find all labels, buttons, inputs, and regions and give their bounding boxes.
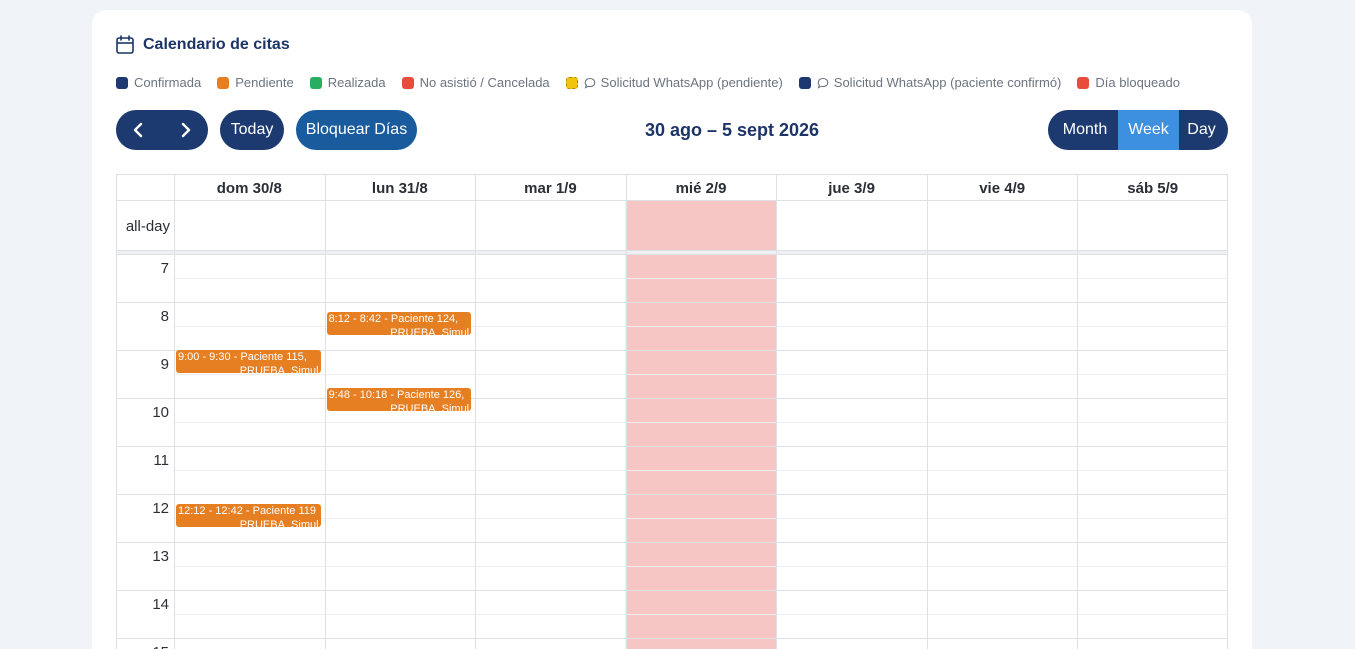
- view-day-button[interactable]: Day: [1179, 110, 1228, 150]
- calendar-icon: [116, 35, 134, 54]
- hour-label: 14: [152, 596, 169, 613]
- hour-label: 7: [161, 260, 169, 277]
- event-title: 9:48 - 10:18 - Paciente 126,: [328, 389, 465, 402]
- legend-swatch: [217, 76, 230, 89]
- event-subtitle: PRUEBA_Simul: [390, 403, 470, 412]
- calendar-event[interactable]: 12:12 - 12:42 - Paciente 119 PRUEBA_Simul: [176, 503, 321, 527]
- hour-label: 12: [152, 500, 169, 517]
- chat-icon: [817, 77, 829, 89]
- hour-label: 15: [152, 644, 169, 649]
- day-header[interactable]: sáb 5/9: [1127, 180, 1178, 197]
- legend-swatch: [798, 76, 811, 89]
- legend-swatch: [309, 76, 322, 89]
- week-grid: 7 8 9 10 11 12 13 14 15 dom 30/8 lun 31/8 mar 1/9 mi…: [116, 174, 1228, 649]
- event-title: 12:12 - 12:42 - Paciente 119: [178, 504, 317, 517]
- legend: Confirmada Pendiente Realizada No asistió /…: [116, 75, 1196, 90]
- hour-label: 10: [152, 404, 169, 421]
- legend-swatch: [565, 76, 578, 89]
- legend-label: Solicitud WhatsApp (pendiente): [600, 75, 783, 90]
- calendar-event[interactable]: 9:48 - 10:18 - Paciente 126, PRUEBA_Simul: [326, 388, 472, 412]
- calendar-header: Calendario de citas: [116, 35, 290, 55]
- next-button[interactable]: [162, 110, 208, 150]
- view-month-button[interactable]: Month: [1048, 110, 1118, 150]
- legend-item: Día bloqueado: [1077, 75, 1180, 90]
- view-switcher: Month Week Day: [1048, 110, 1228, 150]
- day-header[interactable]: vie 4/9: [979, 180, 1025, 197]
- date-range-title: 30 ago – 5 sept 2026: [644, 120, 820, 140]
- legend-swatch: [116, 76, 128, 89]
- legend-item: Solicitud WhatsApp (paciente confirmó): [798, 75, 1062, 90]
- nav-button-group: [116, 110, 208, 150]
- legend-swatch: [1077, 76, 1090, 89]
- blocked-day-bg: [625, 200, 777, 649]
- hour-label: 13: [152, 548, 169, 565]
- event-title: 9:00 - 9:30 - Paciente 115,: [178, 351, 307, 363]
- event-subtitle: PRUEBA_Simul: [239, 365, 319, 373]
- allday-label: all-day: [126, 218, 171, 235]
- day-header[interactable]: mié 2/9: [676, 180, 727, 197]
- page-title: Calendario de citas: [143, 36, 290, 53]
- chevron-left-icon: [133, 122, 143, 138]
- hour-label: 11: [153, 452, 169, 469]
- legend-label: Confirmada: [134, 75, 202, 90]
- legend-item: No asistió / Cancelada: [401, 75, 550, 90]
- day-header[interactable]: dom 30/8: [217, 180, 282, 197]
- legend-label: Pendiente: [235, 75, 294, 90]
- legend-swatch: [401, 76, 414, 89]
- legend-label: Día bloqueado: [1095, 75, 1180, 90]
- hour-label: 9: [161, 356, 169, 373]
- event-subtitle: PRUEBA_Simul: [239, 518, 319, 527]
- prev-button[interactable]: [116, 110, 162, 150]
- chat-icon: [584, 77, 596, 89]
- legend-label: Realizada: [327, 75, 386, 90]
- legend-item: Solicitud WhatsApp (pendiente): [565, 75, 783, 90]
- event-subtitle: PRUEBA_Simul: [390, 326, 470, 335]
- day-header[interactable]: lun 31/8: [372, 180, 428, 197]
- calendar-event[interactable]: 9:00 - 9:30 - Paciente 115, PRUEBA_Simul: [176, 350, 321, 373]
- legend-item: Realizada: [309, 75, 386, 90]
- legend-label: Solicitud WhatsApp (paciente confirmó): [833, 75, 1062, 90]
- hour-label: 8: [161, 308, 169, 325]
- day-header[interactable]: mar 1/9: [524, 180, 577, 197]
- block-days-button[interactable]: Bloquear Días: [296, 110, 417, 150]
- legend-label: No asistió / Cancelada: [419, 75, 550, 90]
- day-header[interactable]: jue 3/9: [827, 180, 875, 197]
- today-button[interactable]: Today: [220, 110, 284, 150]
- view-week-button[interactable]: Week: [1118, 110, 1179, 150]
- legend-item: Pendiente: [217, 75, 294, 90]
- legend-item: Confirmada: [116, 75, 201, 90]
- event-title: 8:12 - 8:42 - Paciente 124,: [328, 312, 459, 325]
- allday-separator: [116, 250, 1228, 254]
- chevron-right-icon: [181, 122, 191, 138]
- calendar-event[interactable]: 8:12 - 8:42 - Paciente 124, PRUEBA_Simul: [326, 311, 472, 335]
